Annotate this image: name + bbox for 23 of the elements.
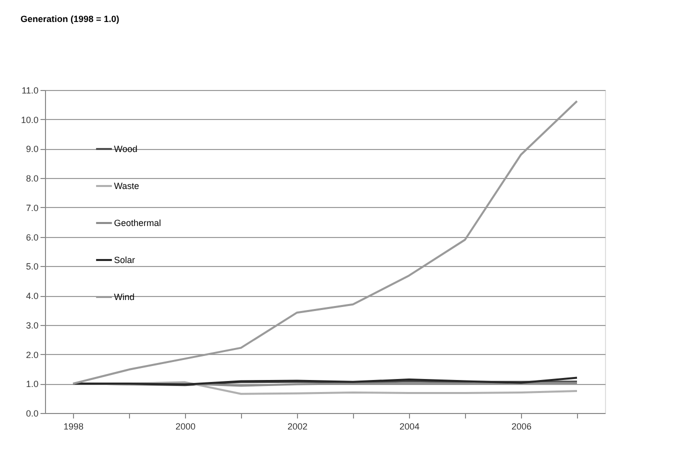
y-tick-label: 5.0 (26, 262, 38, 272)
legend-label: Geothermal (114, 218, 162, 228)
legend-label: Solar (114, 255, 136, 265)
x-tick-label: 2002 (287, 422, 308, 432)
y-tick-label: 8.0 (26, 174, 38, 184)
x-tick-label: 2006 (511, 422, 532, 432)
y-tick-label: 4.0 (26, 291, 38, 302)
x-tick-label: 2000 (175, 422, 196, 432)
legend-label: Wood (114, 144, 138, 154)
y-tick-label: 10.0 (20, 114, 38, 125)
y-tick-label: 6.0 (26, 232, 38, 242)
y-tick-label: 0.0 (26, 408, 38, 418)
x-tick-label: 2004 (399, 422, 420, 432)
legend-label: Wind (114, 292, 135, 302)
y-tick-label: 11.0 (22, 86, 38, 96)
y-tick-label: 9.0 (26, 144, 38, 154)
x-tick-label: 1998 (63, 422, 84, 432)
chart-title: Generation (1998 = 1.0) (20, 14, 120, 24)
legend-label: Waste (114, 181, 140, 191)
y-tick-label: 7.0 (26, 202, 38, 213)
y-tick-label: 1.0 (26, 379, 38, 390)
y-tick-label: 3.0 (26, 320, 38, 330)
y-tick-label: 2.0 (26, 350, 38, 360)
